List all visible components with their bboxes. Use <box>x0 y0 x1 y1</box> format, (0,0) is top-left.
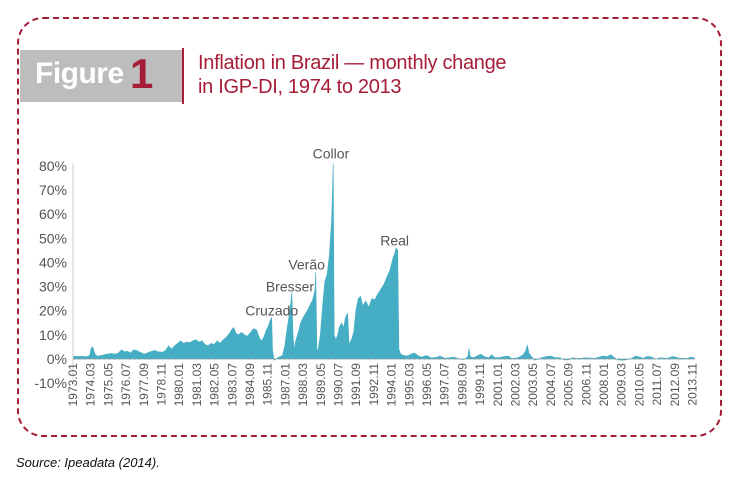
y-tick-label: 30% <box>39 279 67 295</box>
annotations: Cruzado Bresser Verão Collor Real <box>245 146 409 319</box>
figure-title: Inflation in Brazil — monthly change in … <box>198 51 507 99</box>
x-tick-label: 2009.03 <box>615 363 629 407</box>
x-tick-label: 1977.09 <box>137 363 151 407</box>
y-tick-label: 10% <box>39 327 67 343</box>
x-tick-label: 1978.11 <box>155 363 169 406</box>
source-note: Source: Ipeadata (2014). <box>16 455 160 470</box>
x-tick-label: 2005.09 <box>562 363 576 407</box>
figure-label-number: 1 <box>130 50 154 97</box>
title-divider <box>182 48 184 104</box>
x-tick-label: 1987.01 <box>278 363 292 407</box>
x-tick-label: 1997.07 <box>438 363 452 407</box>
x-tick-label: 1985.11 <box>261 363 275 406</box>
x-tick-label: 1982.05 <box>208 363 222 407</box>
y-tick-label: 20% <box>39 303 67 319</box>
x-tick-label: 1990.07 <box>332 363 346 407</box>
y-tick-label: 60% <box>39 206 67 222</box>
annotation-bresser: Bresser <box>266 278 315 294</box>
x-tick-label: 1980.01 <box>172 363 186 407</box>
annotation-vero: Verão <box>288 257 325 273</box>
x-tick-label: 1995.03 <box>402 363 416 407</box>
x-tick-label: 1975.05 <box>101 363 115 407</box>
y-tick-label: 0% <box>47 351 67 367</box>
x-tick-label: 2011.07 <box>650 363 664 406</box>
x-tick-label: 1992.11 <box>367 363 381 406</box>
y-tick-labels: -10% 0% 10% 20% 30% 40% 50% 60% 70% 80% <box>34 158 67 391</box>
x-tick-label: 2002.03 <box>509 363 523 407</box>
x-tick-label: 1991.09 <box>349 363 363 407</box>
x-tick-label: 2001.01 <box>491 363 505 407</box>
y-tick-label: 40% <box>39 254 67 270</box>
x-tick-label: 1981.03 <box>190 363 204 407</box>
figure-label-box <box>20 50 183 102</box>
x-tick-label: 1984.09 <box>243 363 257 407</box>
figure-frame <box>17 17 722 437</box>
y-tick-label: 80% <box>39 158 67 174</box>
x-tick-label: 2012.09 <box>668 363 682 407</box>
x-tick-label: 1998.09 <box>455 363 469 407</box>
x-tick-label: 1994.01 <box>385 363 399 407</box>
figure-title-line-2: in IGP-DI, 1974 to 2013 <box>198 76 402 98</box>
y-tick-label: 70% <box>39 182 67 198</box>
y-tick-label: -10% <box>34 375 67 391</box>
x-tick-label: 2003.05 <box>526 363 540 407</box>
x-tick-label: 1988.03 <box>296 363 310 407</box>
series-area-igp-di <box>72 163 695 361</box>
x-tick-label: 2004.07 <box>544 363 558 407</box>
x-tick-label: 1989.05 <box>314 363 328 407</box>
x-tick-labels: 1973.01 1974.03 1975.05 1976.07 1977.09 1978.… <box>66 363 700 407</box>
x-tick-label: 1996.05 <box>420 363 434 407</box>
x-tick-label: 1976.07 <box>119 363 133 407</box>
x-tick-label: 1999.11 <box>473 363 487 406</box>
x-tick-label: 1973.01 <box>66 363 80 407</box>
figure-label-word: Figure <box>35 57 124 90</box>
annotation-real: Real <box>380 232 409 248</box>
x-tick-label: 1983.07 <box>225 363 239 407</box>
y-tick-label: 50% <box>39 230 67 246</box>
figure-title-line-1: Inflation in Brazil — monthly change <box>198 52 507 74</box>
annotation-collor: Collor <box>313 146 350 162</box>
x-tick-label: 2008.01 <box>597 363 611 407</box>
x-tick-label: 2006.11 <box>579 363 593 406</box>
axis-layer <box>72 163 695 386</box>
x-tick-label: 1974.03 <box>84 363 98 407</box>
x-tick-label: 2013.11 <box>686 363 700 406</box>
annotation-cruzado: Cruzado <box>245 303 298 319</box>
area-layer <box>72 163 695 361</box>
x-tick-label: 2010.05 <box>632 363 646 407</box>
